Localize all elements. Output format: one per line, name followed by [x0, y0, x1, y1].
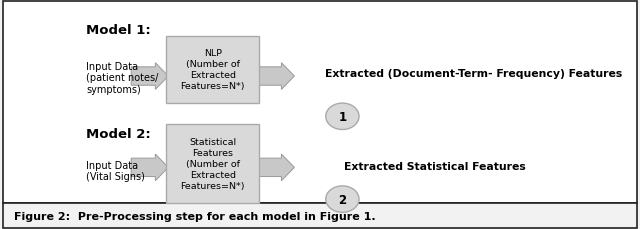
- Text: Model 2:: Model 2:: [86, 127, 151, 140]
- Text: Statistical
Features
(Number of
Extracted
Features=N*): Statistical Features (Number of Extracte…: [180, 137, 245, 190]
- Text: NLP
(Number of
Extracted
Features=N*): NLP (Number of Extracted Features=N*): [180, 49, 245, 91]
- Polygon shape: [131, 63, 168, 90]
- Text: Model 1:: Model 1:: [86, 24, 151, 37]
- Text: Input Data
(Vital Signs): Input Data (Vital Signs): [86, 160, 145, 181]
- Polygon shape: [257, 63, 294, 90]
- FancyBboxPatch shape: [166, 125, 259, 203]
- FancyBboxPatch shape: [3, 2, 637, 203]
- Text: Input Data
(patient notes/
symptoms): Input Data (patient notes/ symptoms): [86, 61, 159, 94]
- Text: 1: 1: [339, 110, 346, 123]
- Text: Extracted (Document-Term- Frequency) Features: Extracted (Document-Term- Frequency) Fea…: [325, 68, 622, 78]
- Text: Figure 2:  Pre-Processing step for each model in Figure 1.: Figure 2: Pre-Processing step for each m…: [14, 211, 376, 221]
- FancyBboxPatch shape: [3, 203, 637, 228]
- Ellipse shape: [326, 186, 359, 213]
- Text: Extracted Statistical Features: Extracted Statistical Features: [344, 161, 526, 171]
- Polygon shape: [131, 154, 168, 181]
- Ellipse shape: [326, 104, 359, 130]
- FancyBboxPatch shape: [166, 37, 259, 103]
- Polygon shape: [257, 154, 294, 181]
- Text: 2: 2: [339, 193, 346, 206]
